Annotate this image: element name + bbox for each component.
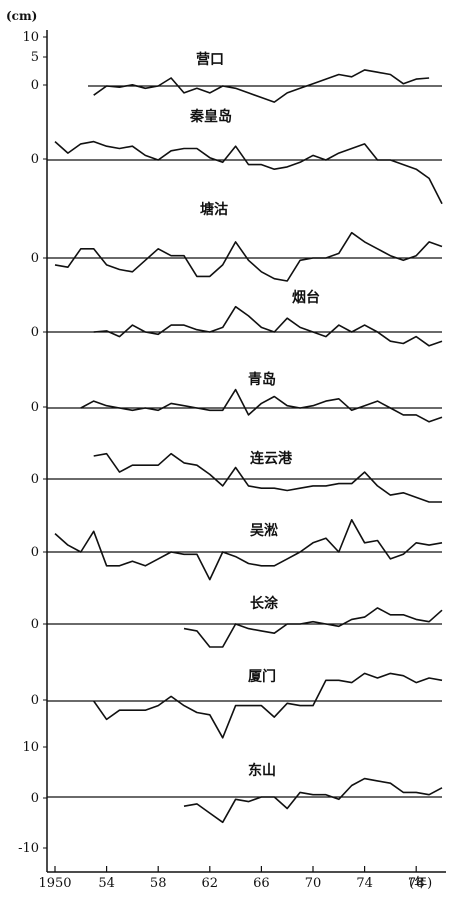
station-label: 长涂	[250, 595, 279, 612]
y-tick-label: 0	[31, 545, 39, 560]
station-label: 塘沽	[200, 201, 228, 218]
station-label: 吴淞	[250, 522, 278, 539]
series-line	[54, 231, 443, 282]
y-tick-label: 0	[31, 152, 39, 167]
x-tick-label: 74	[356, 876, 373, 891]
series-line	[54, 140, 443, 205]
y-tick-label: -10	[18, 841, 39, 856]
x-unit-label: (年)	[409, 876, 432, 891]
x-tick-label: 1950	[38, 876, 71, 891]
series-line	[183, 607, 443, 648]
station-label: 青岛	[248, 371, 276, 388]
x-tick-label: 78	[408, 876, 425, 891]
y-tick-label: 0	[31, 251, 39, 266]
y-tick-label: 10	[22, 30, 39, 45]
y-tick-label: 0	[31, 325, 39, 340]
station-label: 连云港	[250, 450, 293, 467]
series-line	[80, 388, 443, 423]
series-line	[93, 452, 442, 503]
x-tick-label: 62	[202, 876, 219, 891]
y-tick-label: 10	[22, 740, 39, 755]
series-line	[93, 672, 443, 739]
x-tick-label: 54	[98, 876, 115, 891]
series-line	[93, 69, 430, 103]
x-tick-label: 66	[253, 876, 270, 891]
series-line	[54, 518, 443, 581]
y-tick-label: 5	[31, 50, 39, 65]
y-unit-label: (cm)	[6, 9, 37, 23]
y-tick-label: 0	[31, 78, 39, 93]
y-tick-label: 0	[31, 791, 39, 806]
station-label: 烟台	[292, 289, 320, 306]
y-tick-label: 0	[31, 617, 39, 632]
station-label: 东山	[248, 762, 276, 779]
x-tick-label: 70	[305, 876, 322, 891]
x-tick-label: 58	[150, 876, 167, 891]
y-tick-label: 0	[31, 472, 39, 487]
station-label: 秦皇岛	[189, 108, 232, 125]
series-line	[93, 305, 443, 347]
y-tick-label: 0	[31, 693, 39, 708]
station-label: 营口	[196, 51, 224, 68]
y-tick-label: 0	[31, 400, 39, 415]
station-label: 厦门	[248, 668, 276, 685]
series-line	[183, 777, 443, 824]
